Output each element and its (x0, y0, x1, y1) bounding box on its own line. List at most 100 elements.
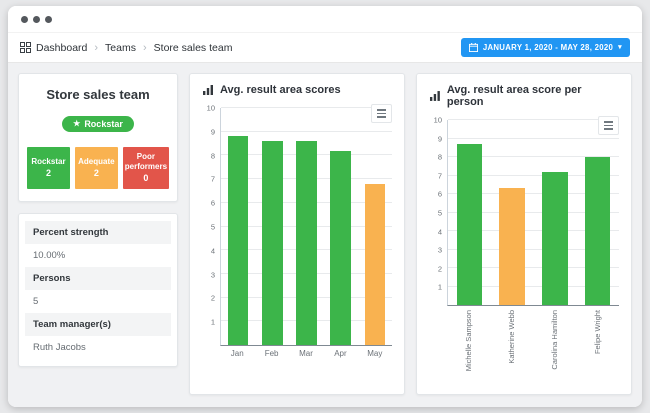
detail-value-team-managers: Ruth Jacobs (25, 335, 171, 359)
date-range-label: JANUARY 1, 2020 - MAY 28, 2020 (482, 43, 614, 52)
window-control-dot[interactable] (33, 15, 40, 23)
y-tick-label: 10 (433, 115, 442, 125)
bar-feb[interactable] (262, 141, 283, 345)
bar-jan[interactable] (227, 136, 249, 345)
left-column: Store sales team ★ Rockstar Rockstar 2 A… (18, 73, 178, 367)
bar-michelle-sampson[interactable] (456, 144, 483, 305)
x-tick-label-text: May (367, 349, 383, 358)
detail-label-percent-strength: Percent strength (25, 220, 171, 244)
chart-export-menu-button[interactable] (598, 116, 619, 135)
chart-header: Avg. result area scores (202, 84, 392, 96)
gridline (448, 119, 619, 120)
plot-row: 1 2 3 4 5 6 7 8 9 10 (429, 116, 619, 306)
x-tick-label-text: Mar (299, 349, 313, 358)
bar-carolina-hamilton[interactable] (542, 171, 568, 305)
bar-chart-per-person: 1 2 3 4 5 6 7 8 9 10 Michelle Sampson Katherine We… (429, 116, 619, 388)
x-tick-label-text: Felipe Wright (593, 310, 602, 355)
y-tick-label: 9 (210, 127, 215, 137)
date-range-button[interactable]: JANUARY 1, 2020 - MAY 28, 2020 ▾ (460, 38, 630, 57)
bar-slot (491, 120, 534, 305)
app-window: Dashboard › Teams › Store sales team JAN… (8, 6, 642, 407)
x-tick-label: Feb (254, 349, 288, 358)
window-control-dot[interactable] (21, 15, 28, 23)
bar-slot (448, 120, 491, 305)
bar-slot (221, 108, 255, 345)
bar-felipe-wright[interactable] (584, 157, 611, 305)
x-tick-label: Katherine Webb (490, 310, 533, 388)
chart-card-per-person: Avg. result area score per person 1 2 3 4 5 6… (416, 73, 632, 395)
gridline (448, 137, 619, 139)
stat-value: 2 (93, 167, 99, 178)
window-titlebar (8, 6, 642, 32)
x-tick-label-text: Apr (334, 349, 347, 358)
breadcrumb-item-teams[interactable]: Teams (105, 42, 136, 54)
bar-apr[interactable] (330, 150, 351, 345)
stat-poor-performers: Poor performers 0 (122, 146, 170, 189)
detail-value-persons: 5 (25, 289, 171, 313)
y-tick-label: 2 (210, 293, 215, 303)
star-icon: ★ (73, 119, 81, 128)
calendar-icon (468, 43, 478, 52)
breadcrumb-item-current: Store sales team (154, 42, 233, 54)
gridline (221, 107, 392, 108)
breadcrumb: Dashboard › Teams › Store sales team JAN… (8, 32, 642, 63)
bar-slot (255, 108, 289, 345)
x-tick-label: Michelle Sampson (447, 310, 490, 388)
x-tick-label: May (358, 349, 392, 358)
bar-chart-icon (203, 85, 213, 95)
y-axis: 1 2 3 4 5 6 7 8 9 10 (202, 104, 220, 346)
chart-title: Avg. result area score per person (446, 84, 582, 108)
bar-slot (324, 108, 358, 345)
x-tick-label-text: Jan (230, 349, 244, 358)
y-tick-label: 10 (206, 103, 215, 113)
bars-container (448, 120, 619, 305)
chart-export-menu-button[interactable] (371, 104, 392, 123)
main-content: Store sales team ★ Rockstar Rockstar 2 A… (8, 63, 642, 407)
team-title: Store sales team (46, 87, 150, 102)
stat-value: 2 (45, 167, 51, 178)
plot-row: 1 2 3 4 5 6 7 8 9 10 (202, 104, 392, 346)
detail-label-persons: Persons (25, 266, 171, 290)
gridline (448, 174, 619, 176)
bar-may[interactable] (364, 183, 386, 345)
gridline (448, 248, 619, 250)
bar-slot (534, 120, 577, 305)
y-tick-label: 3 (210, 270, 215, 280)
y-tick-label: 1 (210, 317, 215, 327)
chevron-down-icon: ▾ (618, 44, 622, 51)
bar-slot (576, 120, 619, 305)
y-tick-label: 6 (437, 189, 442, 199)
stat-label: Rockstar (31, 156, 66, 166)
bar-chart-icon (429, 91, 440, 101)
breadcrumb-label: Store sales team (153, 41, 233, 54)
breadcrumb-label: Dashboard (36, 41, 88, 54)
stat-label: Poor performers (124, 151, 168, 171)
rockstar-badge: ★ Rockstar (62, 115, 134, 132)
bar-slot (289, 108, 323, 345)
bar-chart-area-scores: 1 2 3 4 5 6 7 8 9 10 Jan Feb Mar Apr May (202, 104, 392, 384)
chart-title: Avg. result area scores (220, 84, 341, 96)
gridline (448, 230, 619, 231)
y-axis: 1 2 3 4 5 6 7 8 9 10 (429, 116, 447, 306)
detail-value-percent-strength: 10.00% (25, 243, 171, 267)
window-control-dot[interactable] (45, 15, 52, 23)
detail-label-team-managers: Team manager(s) (25, 312, 171, 336)
bar-mar[interactable] (296, 141, 317, 345)
breadcrumb-separator: › (142, 41, 147, 54)
breadcrumb-separator: › (94, 41, 99, 54)
gridline (221, 130, 392, 132)
y-tick-label: 5 (437, 208, 442, 218)
y-tick-label: 8 (437, 152, 442, 162)
y-tick-label: 8 (210, 151, 215, 161)
y-tick-label: 5 (210, 222, 215, 232)
gridline (448, 193, 619, 194)
bar-katherine-webb[interactable] (499, 188, 525, 305)
x-tick-label-text: Carolina Hamilton (550, 310, 559, 370)
chart-card-area-scores: Avg. result area scores 1 2 3 4 5 6 7 8 9 10 Jan F… (189, 73, 405, 395)
y-tick-label: 1 (437, 282, 442, 292)
bar-slot (358, 108, 392, 345)
dashboard-grid-icon (20, 42, 31, 53)
y-tick-label: 4 (437, 227, 442, 237)
x-tick-label: Carolina Hamilton (533, 310, 576, 388)
breadcrumb-item-dashboard[interactable]: Dashboard (20, 42, 87, 54)
